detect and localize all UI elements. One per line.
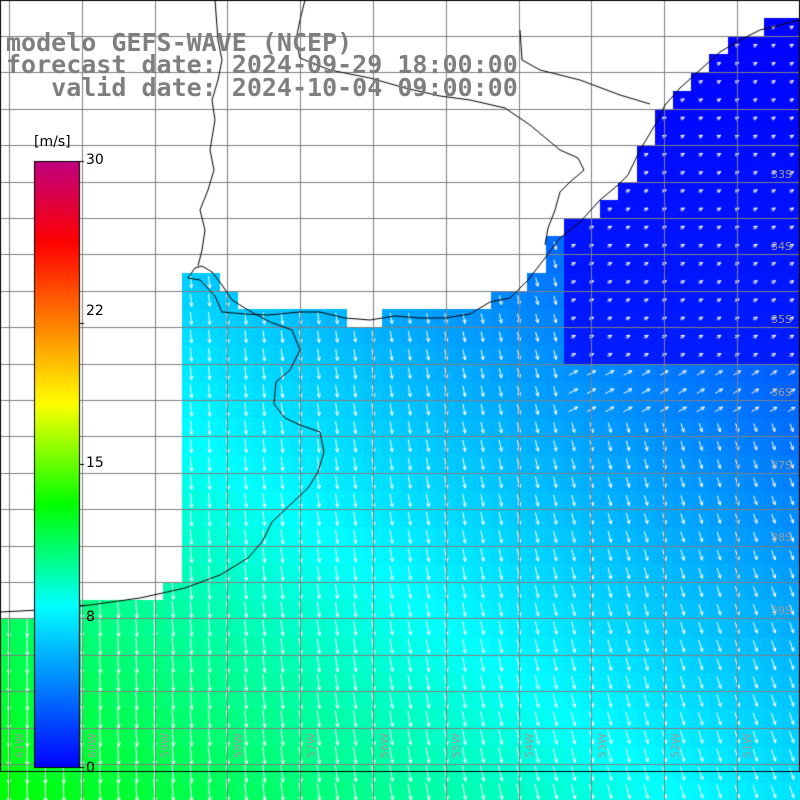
lon-label-60w: 60W <box>86 733 99 758</box>
lon-label-52w: 52W <box>669 733 682 758</box>
lat-label-39s: 39S <box>771 604 792 617</box>
model-title: modelo GEFS-WAVE (NCEP) <box>6 28 353 57</box>
valid-date: valid date: 2024-10-04 09:00:00 <box>6 73 518 102</box>
lon-label-55w: 55W <box>450 733 463 758</box>
colorbar-tick-15: 15 <box>86 455 104 471</box>
lat-label-34s: 34S <box>771 240 792 253</box>
colorbar-unit: [m/s] <box>34 134 71 150</box>
lon-label-56w: 56W <box>378 733 391 758</box>
lon-label-58w: 58W <box>232 733 245 758</box>
forecast-date: forecast date: 2024-09-29 18:00:00 <box>6 50 518 79</box>
lon-label-59w: 59W <box>159 733 172 758</box>
lat-label-33s: 33S <box>771 168 792 181</box>
lat-label-35s: 35S <box>771 313 792 326</box>
lat-label-37s: 37S <box>771 459 792 472</box>
lon-label-61w: 61W <box>13 733 26 758</box>
lat-label-36s: 36S <box>771 386 792 399</box>
colorbar-tick-0: 0 <box>86 760 95 776</box>
colorbar-tick-22: 22 <box>86 303 104 319</box>
lon-label-57w: 57W <box>305 733 318 758</box>
lon-label-53w: 53W <box>596 733 609 758</box>
lon-label-51w: 51W <box>741 733 754 758</box>
lat-label-38s: 38S <box>771 531 792 544</box>
colorbar-tick-8: 8 <box>86 609 95 625</box>
lon-label-54w: 54W <box>523 733 536 758</box>
colorbar-tick-30: 30 <box>86 152 104 168</box>
